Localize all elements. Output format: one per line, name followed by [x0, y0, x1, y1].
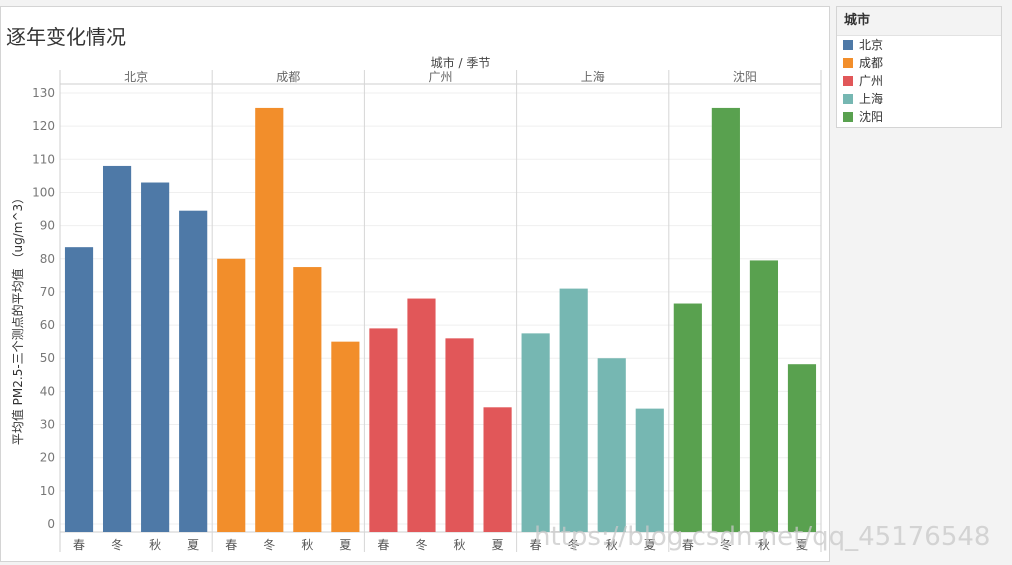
bar [673, 303, 702, 532]
legend-label: 沈阳 [859, 110, 884, 124]
bar [597, 358, 626, 532]
legend: 城市 北京 成都 广州 上海 沈阳 [836, 6, 1002, 128]
x-tick-label: 冬 [263, 537, 275, 552]
x-tick-label: 冬 [111, 537, 123, 552]
y-tick-label: 100 [32, 185, 55, 199]
bar [711, 107, 740, 533]
x-tick-label: 春 [530, 538, 542, 552]
x-tick-label: 秋 [149, 538, 161, 552]
y-tick-label: 120 [32, 119, 55, 133]
legend-item[interactable]: 北京 [837, 36, 1001, 54]
legend-item[interactable]: 成都 [837, 54, 1001, 72]
bar [331, 341, 360, 532]
y-tick-label: 70 [40, 285, 55, 299]
page-title: 逐年变化情况 [6, 25, 126, 49]
bar [749, 260, 779, 532]
bar [445, 338, 474, 532]
x-tick-label: 春 [73, 538, 85, 552]
legend-item[interactable]: 上海 [837, 90, 1001, 108]
y-tick-label: 20 [40, 451, 55, 465]
bar [483, 407, 512, 532]
legend-swatch [843, 40, 853, 50]
legend-label: 成都 [859, 56, 884, 70]
legend-swatch [843, 58, 853, 68]
y-tick-label: 130 [32, 86, 55, 100]
bar [369, 328, 398, 532]
x-tick-label: 夏 [644, 538, 656, 552]
x-tick-label: 夏 [339, 538, 351, 552]
legend-label: 广州 [859, 74, 884, 88]
x-tick-label: 冬 [415, 537, 427, 552]
x-tick-label: 夏 [796, 538, 808, 552]
y-tick-label: 110 [32, 152, 55, 166]
x-tick-label: 春 [682, 538, 694, 552]
pane-header-label: 成都 [276, 70, 300, 84]
pane-header-label: 沈阳 [733, 69, 757, 84]
x-tick-label: 夏 [492, 538, 504, 552]
y-axis-title: 平均值 PM2.5-三个测点的平均值 （ug/m^3） [10, 192, 25, 445]
x-tick-label: 冬 [720, 537, 732, 552]
bar [559, 288, 588, 532]
x-tick-label: 冬 [568, 537, 580, 552]
bar [64, 247, 94, 532]
x-tick-label: 春 [377, 538, 389, 552]
pane-header-label: 上海 [581, 69, 605, 84]
bar [293, 267, 322, 532]
bar [217, 258, 246, 532]
legend-item[interactable]: 沈阳 [837, 108, 1001, 126]
y-tick-label: 40 [40, 384, 55, 398]
legend-swatch [843, 112, 853, 122]
legend-label: 北京 [859, 38, 884, 52]
x-tick-label: 秋 [758, 538, 770, 552]
x-tick-label: 秋 [454, 538, 466, 552]
y-tick-label: 10 [40, 484, 55, 498]
bar [255, 107, 284, 533]
bar [407, 298, 436, 532]
y-tick-label: 80 [40, 252, 55, 266]
y-tick-label: 60 [40, 318, 55, 332]
y-tick-label: 0 [47, 517, 55, 531]
bar [787, 364, 817, 532]
legend-swatch [843, 94, 853, 104]
x-tick-label: 春 [225, 538, 237, 552]
bar [521, 333, 550, 532]
bar-chart: 0 10 20 30 40 50 60 70 80 90 100 110 120 130 城市 / 季节平均… [10, 55, 822, 552]
bar [102, 165, 132, 532]
legend-title: 城市 [837, 7, 1001, 36]
x-tick-label: 秋 [301, 538, 313, 552]
bar [179, 210, 208, 532]
bar [141, 182, 170, 532]
bar [635, 408, 664, 532]
legend-item[interactable]: 广州 [837, 72, 1001, 90]
pane-header-label: 广州 [428, 70, 452, 84]
x-tick-label: 秋 [606, 538, 618, 552]
x-tick-label: 夏 [187, 538, 199, 552]
legend-label: 上海 [859, 92, 884, 106]
legend-swatch [843, 76, 853, 86]
y-tick-label: 30 [40, 418, 55, 432]
y-tick-label: 50 [40, 351, 55, 365]
pane-header-label: 北京 [124, 70, 148, 84]
y-tick-label: 90 [40, 219, 55, 233]
column-header: 城市 / 季节 [431, 55, 491, 70]
